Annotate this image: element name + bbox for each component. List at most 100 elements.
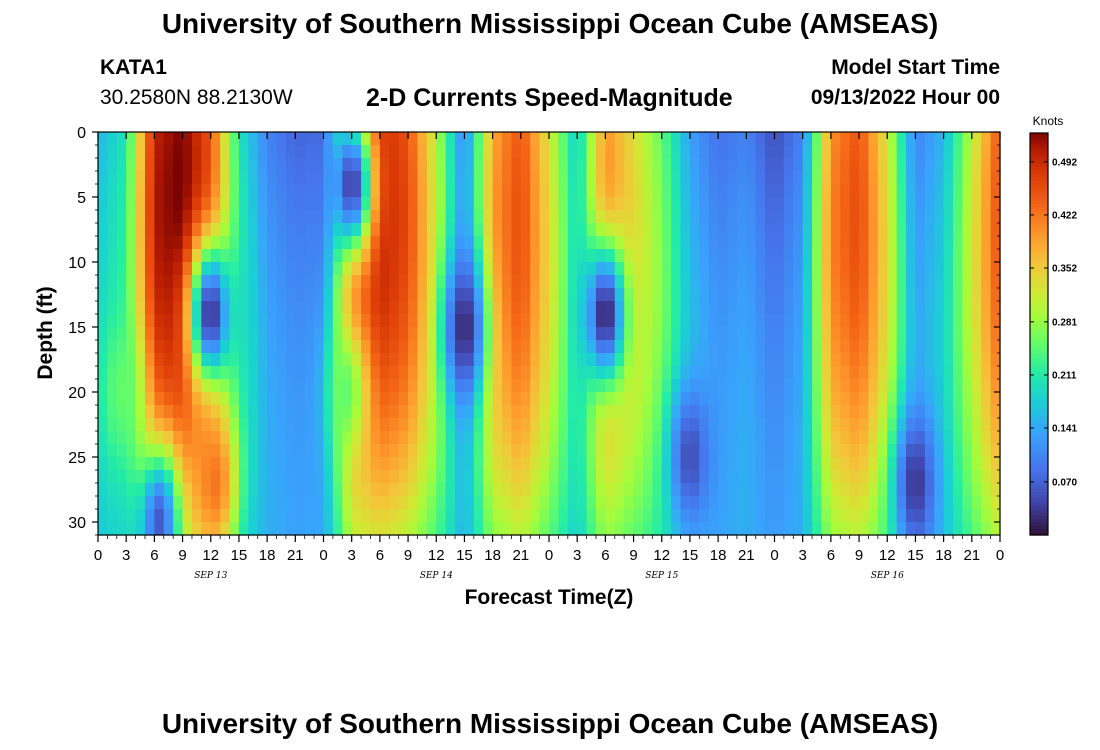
- heatmap-cell: [323, 392, 334, 406]
- heatmap-cell: [840, 392, 851, 406]
- heatmap-cell: [267, 145, 278, 159]
- heatmap-cell: [379, 470, 390, 484]
- heatmap-cell: [455, 509, 466, 523]
- heatmap-cell: [849, 158, 860, 172]
- heatmap-cell: [840, 158, 851, 172]
- heatmap-cell: [783, 470, 794, 484]
- heatmap-cell: [859, 236, 870, 250]
- heatmap-cell: [116, 327, 127, 341]
- heatmap-cell: [389, 223, 400, 237]
- heatmap-cell: [173, 509, 184, 523]
- heatmap-cell: [689, 314, 700, 328]
- heatmap-cell: [257, 171, 268, 185]
- heatmap-cell: [295, 210, 306, 224]
- heatmap-cell: [915, 431, 926, 445]
- heatmap-cell: [605, 171, 616, 185]
- heatmap-cell: [455, 522, 466, 536]
- heatmap-cell: [276, 496, 287, 510]
- heatmap-cell: [689, 327, 700, 341]
- heatmap-cell: [558, 353, 569, 367]
- heatmap-cell: [765, 327, 776, 341]
- heatmap-cell: [285, 366, 296, 380]
- heatmap-cell: [549, 340, 559, 354]
- heatmap-cell: [595, 431, 606, 445]
- heatmap-cell: [943, 184, 954, 198]
- heatmap-cell: [586, 301, 597, 315]
- heatmap-cell: [830, 327, 841, 341]
- heatmap-cell: [840, 236, 851, 250]
- heatmap-cell: [379, 158, 390, 172]
- heatmap-cell: [304, 340, 315, 354]
- heatmap-cell: [868, 210, 879, 224]
- heatmap-cell: [492, 431, 503, 445]
- heatmap-cell: [830, 405, 841, 419]
- heatmap-cell: [708, 314, 719, 328]
- heatmap-cell: [567, 314, 578, 328]
- heatmap-cell: [868, 392, 879, 406]
- heatmap-cell: [793, 197, 804, 211]
- heatmap-cell: [351, 288, 362, 302]
- heatmap-cell: [962, 509, 973, 523]
- heatmap-cell: [633, 431, 644, 445]
- heatmap-cell: [567, 418, 578, 432]
- heatmap-cell: [793, 444, 804, 458]
- heatmap-cell: [765, 457, 776, 471]
- heatmap-cell: [257, 340, 268, 354]
- heatmap-cell: [896, 314, 907, 328]
- heatmap-cell: [182, 171, 193, 185]
- x-tick-label: 6: [601, 547, 609, 564]
- heatmap-cell: [464, 483, 475, 497]
- heatmap-cell: [962, 262, 973, 276]
- heatmap-cell: [379, 223, 390, 237]
- heatmap-cell: [924, 457, 935, 471]
- heatmap-cell: [539, 340, 550, 354]
- heatmap-cell: [520, 314, 531, 328]
- heatmap-cell: [408, 444, 419, 458]
- heatmap-cell: [530, 223, 541, 237]
- heatmap-cell: [107, 405, 118, 419]
- heatmap-cell: [812, 197, 823, 211]
- heatmap-cell: [539, 223, 550, 237]
- heatmap-cell: [417, 470, 428, 484]
- heatmap-cell: [586, 509, 597, 523]
- heatmap-cell: [774, 171, 785, 185]
- heatmap-cell: [840, 509, 851, 523]
- heatmap-cell: [793, 431, 804, 445]
- heatmap-cell: [276, 392, 287, 406]
- heatmap-cell: [859, 249, 870, 263]
- heatmap-cell: [943, 379, 954, 393]
- heatmap-cell: [943, 418, 954, 432]
- heatmap-cell: [267, 522, 278, 536]
- heatmap-cell: [314, 483, 325, 497]
- heatmap-cell: [793, 418, 804, 432]
- heatmap-cell: [887, 522, 898, 536]
- heatmap-cell: [661, 444, 672, 458]
- heatmap-cell: [483, 249, 494, 263]
- heatmap-cell: [304, 444, 315, 458]
- heatmap-cell: [868, 405, 879, 419]
- heatmap-cell: [163, 275, 174, 289]
- heatmap-cell: [332, 158, 343, 172]
- heatmap-cell: [605, 327, 616, 341]
- x-tick-label: 18: [935, 547, 952, 564]
- heatmap-cell: [746, 379, 757, 393]
- heatmap-cell: [802, 275, 813, 289]
- heatmap-cell: [267, 301, 278, 315]
- heatmap-cell: [633, 418, 644, 432]
- heatmap-cell: [953, 405, 964, 419]
- heatmap-cell: [774, 249, 785, 263]
- heatmap-cell: [962, 444, 973, 458]
- heatmap-cell: [389, 379, 400, 393]
- heatmap-cell: [398, 379, 409, 393]
- heatmap-cell: [887, 405, 898, 419]
- heatmap-cell: [718, 145, 729, 159]
- heatmap-cell: [464, 145, 475, 159]
- heatmap-cell: [943, 197, 954, 211]
- colorbar-swatch: [1030, 397, 1048, 402]
- heatmap-cell: [116, 197, 127, 211]
- heatmap-cell: [511, 223, 522, 237]
- heatmap-cell: [840, 223, 851, 237]
- heatmap-cell: [342, 522, 353, 536]
- heatmap-cell: [539, 405, 550, 419]
- heatmap-cell: [520, 262, 531, 276]
